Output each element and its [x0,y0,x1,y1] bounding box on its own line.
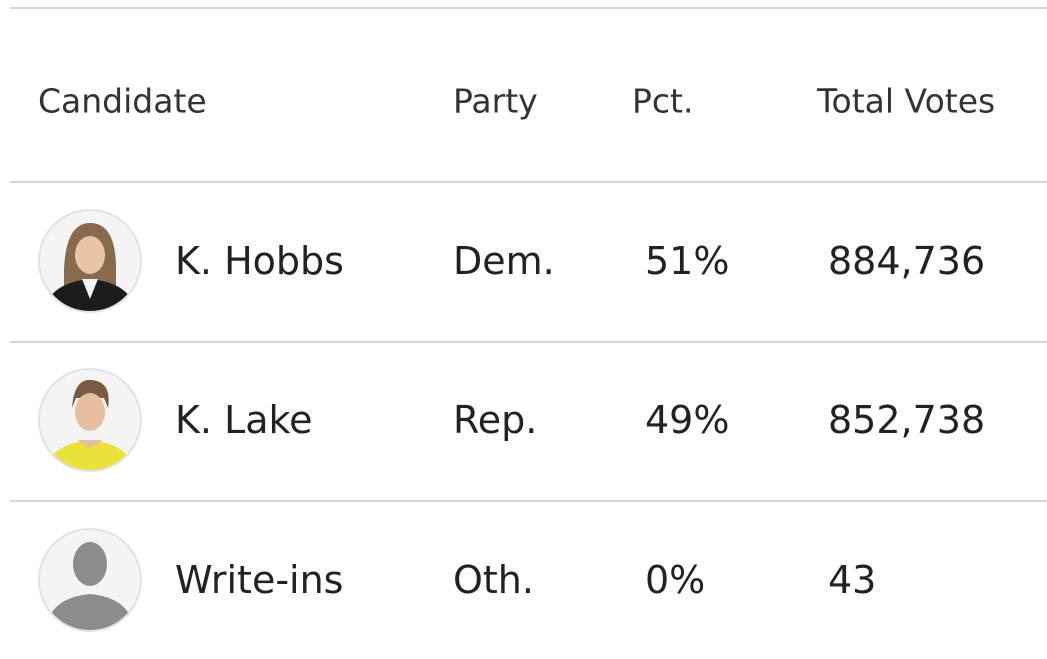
header-cell: Candidate [38,82,207,121]
results-page: Candidate Party Pct. Total Votes K. Hobb… [0,0,1047,659]
avatar [38,209,142,313]
total-votes: 852,738 [828,398,985,442]
avatar [38,528,142,632]
header-cell: Total Votes [817,82,995,121]
percent: 51% [645,239,729,283]
candidate-name: K. Hobbs [175,239,344,283]
header-cell: Pct. [632,82,693,121]
divider [10,181,1047,183]
divider [10,7,1047,9]
percent: 49% [645,398,729,442]
avatar [38,368,142,472]
total-votes: 884,736 [828,239,985,283]
header-cell: Party [453,82,538,121]
divider [10,500,1047,502]
candidate-name: Write-ins [175,558,343,602]
party: Rep. [453,398,537,442]
party: Oth. [453,558,534,602]
party: Dem. [453,239,555,283]
divider [10,341,1047,343]
percent: 0% [645,558,705,602]
candidate-name: K. Lake [175,398,313,442]
total-votes: 43 [828,558,876,602]
